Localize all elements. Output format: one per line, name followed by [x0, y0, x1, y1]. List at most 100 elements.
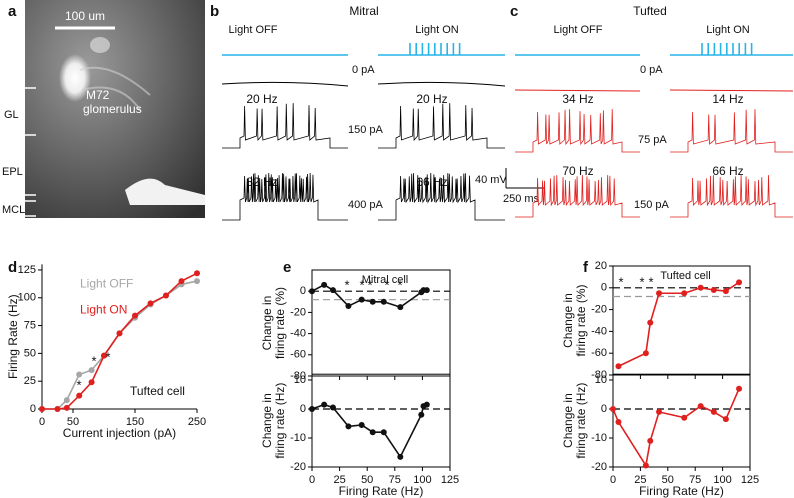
- y-axis-label: firing rate (%): [273, 287, 287, 359]
- y-tick-label: -80: [591, 369, 607, 381]
- significance-marker: *: [648, 274, 653, 289]
- y-tick-label: 0: [300, 403, 306, 415]
- data-point: [610, 406, 616, 412]
- voltage-trace: [222, 103, 348, 149]
- panel-letter: a: [8, 3, 17, 20]
- y-tick-label: 100: [18, 292, 36, 304]
- light-stimulus: [670, 43, 793, 56]
- data-point: [88, 379, 95, 386]
- data-point: [710, 286, 717, 293]
- x-tick-label: 50: [361, 474, 373, 486]
- x-tick-label: 125: [741, 474, 759, 486]
- significance-marker: *: [618, 274, 623, 289]
- voltage-trace: [670, 109, 793, 153]
- current-label: 400 pA: [348, 199, 384, 211]
- data-point: [418, 411, 425, 418]
- x-tick-label: 50: [662, 474, 674, 486]
- voltage-trace: [377, 81, 506, 87]
- series-line: [612, 388, 740, 468]
- chart-title: Tufted cell: [660, 270, 710, 282]
- x-axis-label: Firing Rate (Hz): [639, 484, 724, 498]
- significance-marker: *: [359, 277, 364, 292]
- significance-marker: *: [397, 277, 402, 292]
- voltage-trace: [515, 108, 640, 153]
- data-point: [163, 292, 169, 299]
- series-line: [311, 403, 428, 459]
- data-point: [329, 287, 336, 294]
- panel-title: Mitral: [349, 4, 378, 18]
- data-point: [697, 284, 704, 291]
- y-tick-label: 0: [30, 403, 36, 415]
- y-axis-label: firing rate (Hz): [574, 383, 588, 459]
- rate-label: 20 Hz: [416, 92, 447, 106]
- data-point: [697, 403, 704, 410]
- y-tick-label: -60: [290, 349, 306, 361]
- panel-letter: b: [210, 3, 219, 20]
- voltage-trace: [514, 89, 641, 92]
- condition-label: Light OFF: [229, 24, 278, 36]
- x-tick-label: 25: [333, 474, 345, 486]
- data-point: [423, 287, 430, 294]
- current-label: 0 pA: [640, 64, 663, 76]
- y-tick-label: 10: [595, 374, 607, 386]
- x-tick-label: 0: [309, 474, 315, 486]
- panel-letter: e: [283, 259, 291, 276]
- data-point: [380, 298, 387, 305]
- layer-label: MCL: [2, 204, 25, 216]
- x-tick-label: 0: [610, 474, 616, 486]
- annotation: Tufted cell: [130, 384, 185, 398]
- data-point: [681, 414, 688, 421]
- condition-label: Light ON: [415, 24, 458, 36]
- data-point: [358, 296, 365, 303]
- data-point: [194, 270, 200, 277]
- data-point: [54, 406, 61, 412]
- y-axis-label: firing rate (Hz): [273, 383, 287, 459]
- y-tick-label: -20: [591, 461, 607, 473]
- data-point: [615, 419, 622, 426]
- structure-label: M72: [86, 88, 110, 102]
- data-point: [369, 298, 376, 305]
- data-point: [647, 319, 654, 326]
- data-point: [397, 304, 404, 311]
- voltage-trace: [378, 103, 505, 149]
- y-tick-label: -10: [591, 432, 607, 444]
- data-point: [63, 404, 70, 411]
- y-tick-label: -60: [591, 347, 607, 359]
- data-point: [369, 429, 376, 436]
- panel-letter: c: [510, 3, 518, 20]
- x-tick-label: 150: [126, 416, 144, 428]
- voltage-trace: [669, 89, 794, 92]
- data-point: [194, 278, 200, 285]
- data-point: [329, 404, 336, 411]
- y-axis-label: Change in: [561, 293, 575, 348]
- y-axis-label: Firing Rate (Hz): [6, 294, 20, 379]
- current-label: 150 pA: [348, 124, 384, 136]
- y-tick-label: -10: [290, 432, 306, 444]
- light-stimulus: [378, 43, 505, 56]
- y-tick-label: 50: [24, 347, 36, 359]
- y-axis-label: firing rate (%): [574, 284, 588, 356]
- data-point: [345, 423, 352, 430]
- condition-label: Light ON: [706, 24, 749, 36]
- data-point: [345, 303, 352, 310]
- panel-title: Tufted: [633, 4, 667, 18]
- y-tick-label: 125: [18, 264, 36, 276]
- x-tick-label: 125: [441, 474, 459, 486]
- current-label: 75 pA: [638, 134, 667, 146]
- data-point: [380, 429, 387, 436]
- data-point: [736, 385, 743, 392]
- y-axis-label: Change in: [260, 296, 274, 351]
- data-point: [76, 392, 83, 399]
- voltage-trace: [378, 172, 505, 221]
- data-point: [647, 437, 654, 444]
- current-label: 150 pA: [634, 199, 670, 211]
- data-point: [178, 278, 185, 285]
- y-tick-label: 0: [300, 285, 306, 297]
- plot-frame: [311, 269, 451, 377]
- rate-label: 14 Hz: [712, 92, 743, 106]
- data-point: [642, 350, 649, 357]
- legend-entry: Light OFF: [80, 277, 133, 291]
- plot-frame: [612, 373, 751, 468]
- rate-label: 66 Hz: [712, 164, 743, 178]
